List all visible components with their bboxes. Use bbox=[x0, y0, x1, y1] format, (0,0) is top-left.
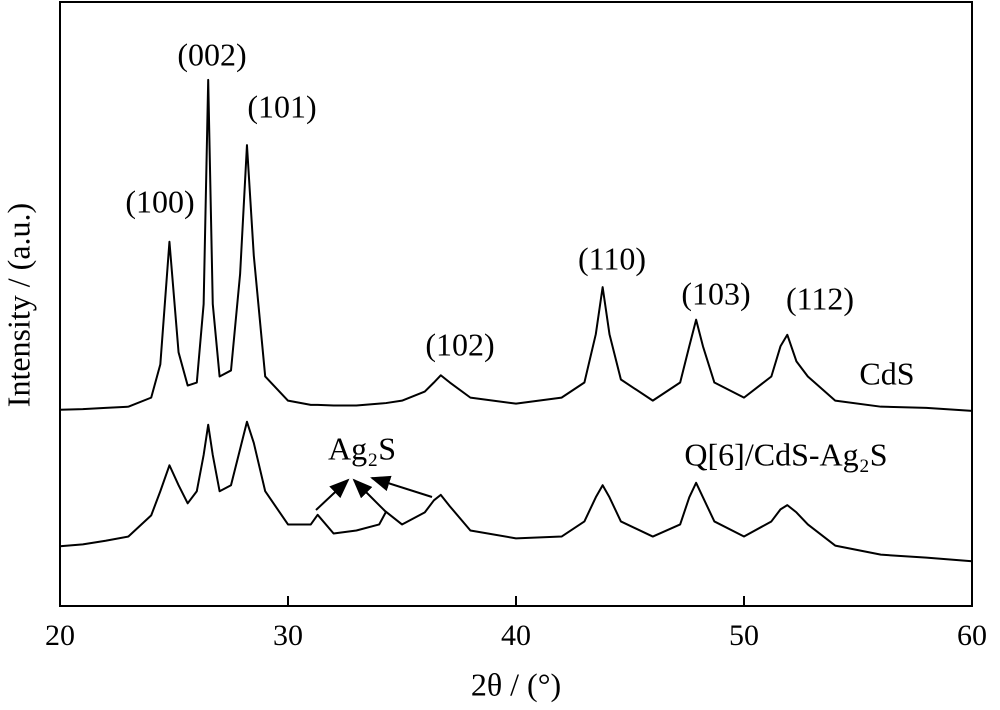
x-tick-label: 30 bbox=[273, 619, 303, 652]
x-tick-label: 50 bbox=[729, 619, 759, 652]
y-axis-label: Intensity / (a.u.) bbox=[0, 203, 36, 407]
x-tick-label: 40 bbox=[501, 619, 531, 652]
peak-label: (100) bbox=[125, 183, 194, 219]
arrow bbox=[370, 475, 433, 498]
arrow bbox=[315, 478, 350, 511]
x-tick-label: 20 bbox=[45, 619, 75, 652]
x-axis-label: 2θ / (°) bbox=[471, 666, 561, 702]
peak-label: (002) bbox=[177, 36, 246, 72]
peak-label: (103) bbox=[681, 275, 750, 311]
peak-label: (110) bbox=[578, 240, 646, 276]
series-label: Q[6]/CdS-Ag₂S bbox=[684, 436, 887, 472]
arrows bbox=[315, 475, 433, 513]
data-line bbox=[59, 420, 973, 563]
series-label: CdS bbox=[859, 355, 914, 391]
phase-label: Ag₂S bbox=[328, 430, 396, 466]
peak-label: (101) bbox=[247, 88, 316, 124]
peak-label: (102) bbox=[425, 326, 494, 362]
data-line bbox=[59, 78, 973, 412]
arrow bbox=[352, 478, 387, 513]
peak-label: (112) bbox=[786, 280, 854, 316]
x-tick-label: 60 bbox=[957, 619, 987, 652]
